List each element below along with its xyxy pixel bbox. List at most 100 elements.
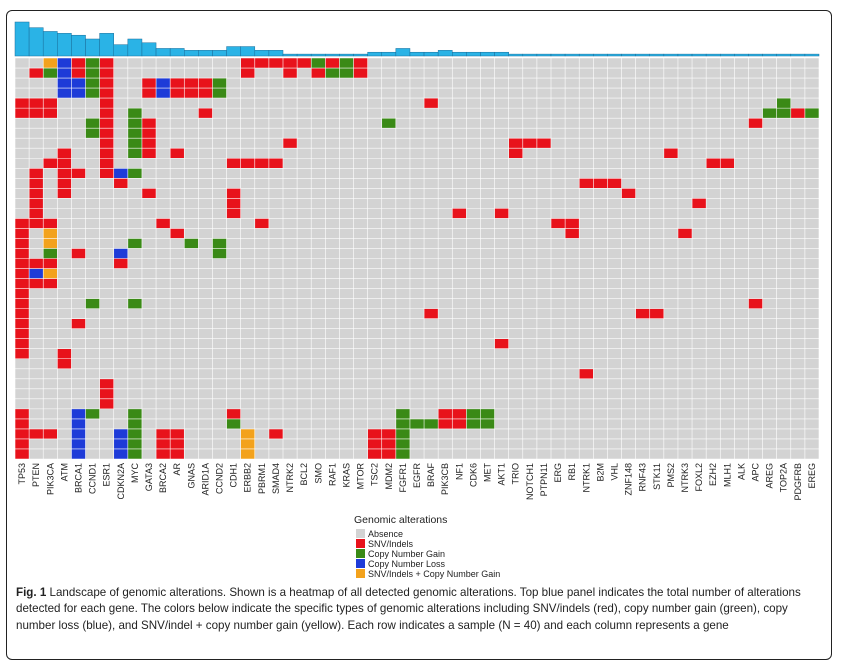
legend-swatch-2 (356, 549, 365, 558)
gene-label-CDK6: CDK6 (468, 463, 478, 487)
cell-s31-ATM (57, 358, 72, 369)
cell-s36-TP53 (15, 408, 30, 419)
gene-label-APC: APC (751, 463, 761, 482)
cell-s8-MYC (127, 128, 142, 139)
gene-label-EREG: EREG (807, 463, 817, 489)
count-bar-NTRK2 (282, 53, 298, 57)
cell-s25-TP53 (15, 298, 30, 309)
cell-s36-PIK3CB (438, 408, 453, 419)
cell-s23-PIK3CA (43, 278, 58, 289)
legend-label-0: Absence (368, 529, 403, 539)
gene-label-BCL2: BCL2 (299, 463, 309, 486)
count-bar-MYC (127, 38, 143, 57)
cell-s2-KRAS (339, 68, 354, 79)
legend-label-2: Copy Number Gain (368, 549, 445, 559)
cell-s1-KRAS (339, 58, 354, 69)
cell-s40-BRCA2 (156, 448, 171, 459)
cell-s6-PIK3CA (43, 108, 58, 119)
cell-s37-EGFR (409, 418, 425, 429)
cell-s7-MYC (127, 118, 142, 129)
count-bar-GATA3 (141, 42, 157, 57)
count-bar-ZNF148 (621, 53, 636, 57)
cell-s2-PIK3CA (43, 68, 58, 79)
cell-s39-MYC (127, 438, 142, 449)
gene-label-SMAD4: SMAD4 (271, 463, 281, 494)
gene-label-BRCA1: BRCA1 (73, 463, 83, 493)
cell-s18-AR (170, 228, 185, 239)
cell-s28-TP53 (15, 328, 30, 339)
cell-s3-BRCA1 (71, 78, 86, 89)
count-bar-PIK3CB (437, 50, 453, 57)
count-bar-GNAS (184, 50, 199, 57)
caption-text: Landscape of genomic alterations. Shown … (16, 586, 801, 632)
gene-label-VHL: VHL (609, 463, 619, 481)
cell-s1-ESR1 (99, 58, 114, 69)
cell-s24-TP53 (15, 288, 30, 299)
count-bar-TRIO (508, 53, 524, 57)
cell-s37-PIK3CB (438, 418, 453, 429)
cell-s13-CDKN2A (113, 178, 128, 189)
cell-s38-TSC2 (367, 428, 382, 439)
cell-s36-FGFR1 (395, 408, 410, 419)
cell-s39-AR (170, 438, 185, 449)
legend-label-4: SNV/Indels + Copy Number Gain (368, 569, 500, 579)
gene-label-MLH1: MLH1 (722, 463, 732, 487)
cell-s9-NOTCH1 (522, 138, 537, 149)
cell-s8-CCND1 (85, 128, 100, 139)
cell-s4-ARID1A (198, 88, 213, 99)
count-bar-NOTCH1 (522, 53, 538, 57)
count-bar-PIK3CA (42, 31, 58, 57)
cell-s3-ARID1A (198, 78, 213, 89)
cell-s6-ARID1A (198, 108, 213, 119)
figure-caption: Fig. 1 Landscape of genomic alterations.… (16, 585, 822, 634)
cell-s20-BRCA1 (71, 248, 86, 259)
cell-s1-PBRM1 (254, 58, 269, 69)
gene-label-TOP2A: TOP2A (779, 463, 789, 492)
cell-s4-ATM (57, 88, 72, 99)
count-bar-ARID1A (198, 50, 213, 57)
gene-label-RNF43: RNF43 (638, 463, 648, 492)
cell-s6-TP53 (15, 108, 30, 119)
cell-s10-MYC (127, 148, 142, 159)
cell-s11-ERBB2 (240, 158, 255, 169)
cell-s4-GATA3 (141, 88, 157, 99)
count-bar-MDM2 (381, 51, 397, 57)
cell-s2-PTEN (29, 68, 44, 79)
cell-s19-GNAS (184, 238, 199, 249)
cell-s34-ESR1 (99, 388, 114, 399)
cell-s40-BRCA1 (71, 448, 86, 459)
count-bar-AREG (762, 53, 777, 57)
cell-s11-ESR1 (99, 158, 114, 169)
count-bar-AR (169, 48, 185, 57)
count-bar-NF1 (452, 51, 467, 57)
count-bar-MLH1 (720, 53, 735, 57)
cell-s9-PTPN11 (536, 138, 551, 149)
cell-s2-RAF1 (325, 68, 340, 79)
cell-s14-ATM (57, 188, 72, 199)
cell-s1-RAF1 (325, 58, 340, 69)
gene-label-FOXL2: FOXL2 (694, 463, 704, 492)
cell-s2-CCND1 (85, 68, 100, 79)
cell-s21-PTEN (29, 258, 44, 269)
cell-s3-CCND1 (85, 78, 100, 89)
cell-s10-GATA3 (141, 148, 157, 159)
cell-s14-PTEN (29, 188, 44, 199)
gene-label-RAF1: RAF1 (327, 463, 337, 486)
count-bar-NTRK3 (677, 53, 693, 57)
cell-s10-PMS2 (663, 148, 678, 159)
count-bar-ESR1 (99, 33, 114, 57)
cell-s40-FGFR1 (395, 448, 410, 459)
cell-s27-BRCA1 (71, 318, 86, 329)
cell-s14-ZNF148 (621, 188, 636, 199)
legend-label-1: SNV/Indels (368, 539, 414, 549)
gene-label-ERG: ERG (553, 463, 563, 483)
cell-s36-MYC (127, 408, 142, 419)
cell-s11-SMAD4 (268, 158, 283, 169)
cell-s38-SMAD4 (268, 428, 283, 439)
gene-label-ATM: ATM (59, 463, 69, 481)
cell-s3-ESR1 (99, 78, 114, 89)
cell-s10-AR (170, 148, 185, 159)
cell-s38-MYC (127, 428, 142, 439)
cell-s39-BRCA2 (156, 438, 171, 449)
cell-s23-PTEN (29, 278, 44, 289)
